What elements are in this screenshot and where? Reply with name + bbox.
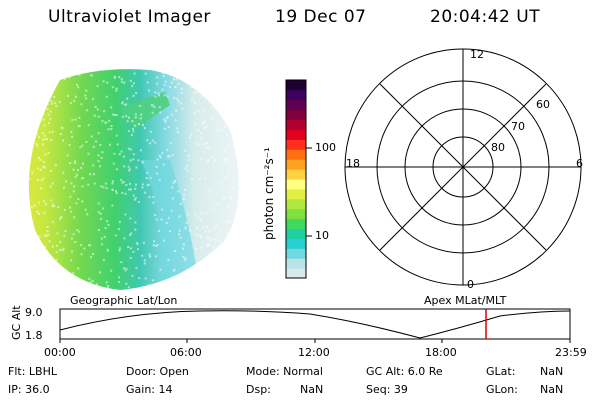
ip-info: IP: 36.0 <box>8 383 50 396</box>
colorbar-cell <box>286 149 306 160</box>
colorbar-cell <box>286 159 306 170</box>
apex-label: Apex MLat/MLT <box>424 294 507 307</box>
seq-info: Seq: 39 <box>366 383 408 396</box>
colorbar-cell <box>286 179 306 190</box>
colorbar-cell <box>286 109 306 121</box>
gc-alt-info: GC Alt: 6.0 Re <box>366 365 443 378</box>
colorbar-cell <box>286 258 306 269</box>
time-tick-3: 18:00 <box>425 346 457 359</box>
colorbar-tick-10: 10 <box>315 229 329 242</box>
colorbar-cell <box>286 228 306 239</box>
colorbar-cell <box>286 80 306 91</box>
mlt-label-12: 12 <box>470 48 484 61</box>
instrument-title: Ultraviolet Imager <box>48 7 211 27</box>
mlt-label-18: 18 <box>346 157 360 170</box>
ring-label-70: 70 <box>511 120 525 133</box>
time-tick-0: 00:00 <box>44 346 76 359</box>
filter-info: Flt: LBHL <box>8 365 57 378</box>
dsp-value: NaN <box>300 383 324 396</box>
colorbar-cell <box>286 218 306 229</box>
colorbar-cell <box>286 129 306 140</box>
gain-info: Gain: 14 <box>126 383 173 396</box>
colorbar-cell <box>286 188 306 200</box>
colorbar-cell <box>286 119 306 130</box>
mlt-label-0: 0 <box>467 278 474 291</box>
colorbar-cell <box>286 238 306 249</box>
mode-info: Mode: Normal <box>246 365 323 378</box>
colorbar-cell <box>286 89 306 101</box>
date-label: 19 Dec 07 <box>275 7 367 27</box>
time-tick-4: 23:59 <box>555 346 587 359</box>
time-tick-1: 06:00 <box>170 346 202 359</box>
glon-label: GLon: <box>486 383 518 396</box>
colorbar-cell <box>286 248 306 259</box>
ring-label-80: 80 <box>491 141 505 154</box>
geographic-label: Geographic Lat/Lon <box>70 294 178 307</box>
time-tick-2: 12:00 <box>298 346 330 359</box>
colorbar-cell <box>286 198 306 210</box>
dsp-label: Dsp: <box>246 383 271 396</box>
colorbar-cell <box>286 268 306 279</box>
colorbar-tick-100: 100 <box>315 141 336 154</box>
time-label: 20:04:42 UT <box>430 7 541 27</box>
y-min-label: 1.8 <box>25 329 43 342</box>
colorbar-cell <box>286 208 306 220</box>
door-info: Door: Open <box>126 365 189 378</box>
glat-value: NaN <box>540 365 564 378</box>
ring-label-60: 60 <box>536 98 550 111</box>
colorbar-cell <box>286 139 306 150</box>
glat-label: GLat: <box>486 365 516 378</box>
y-max-label: 9.0 <box>25 306 43 319</box>
colorbar-cell <box>286 169 306 180</box>
colorbar-cell <box>286 99 306 111</box>
glon-value: NaN <box>540 383 564 396</box>
mlt-label-6: 6 <box>576 157 583 170</box>
